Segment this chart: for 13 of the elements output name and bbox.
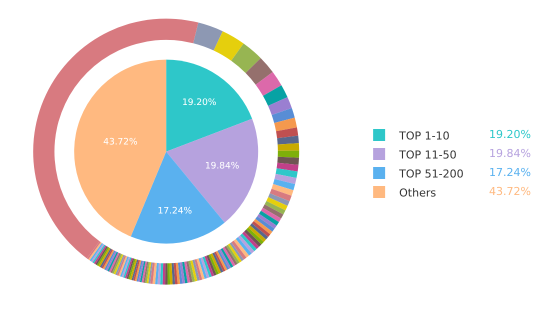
text: 19.20%	[489, 128, 531, 141]
pie-slice	[166, 60, 252, 152]
text: 43.72%	[489, 185, 531, 198]
legend-label: Others	[399, 186, 436, 200]
data-label: 17.24%	[158, 206, 192, 217]
legend-label: TOP 51-200	[398, 167, 464, 180]
legend-label: TOP 1-10	[398, 129, 450, 142]
data-label: 19.84%	[204, 161, 240, 172]
text: 17.24%	[489, 166, 531, 179]
data-label: 19.20%	[182, 98, 217, 108]
data-label: 43.72%	[103, 137, 138, 148]
text: 19.84%	[489, 147, 531, 160]
legend-label: TOP 11-50	[398, 148, 457, 162]
